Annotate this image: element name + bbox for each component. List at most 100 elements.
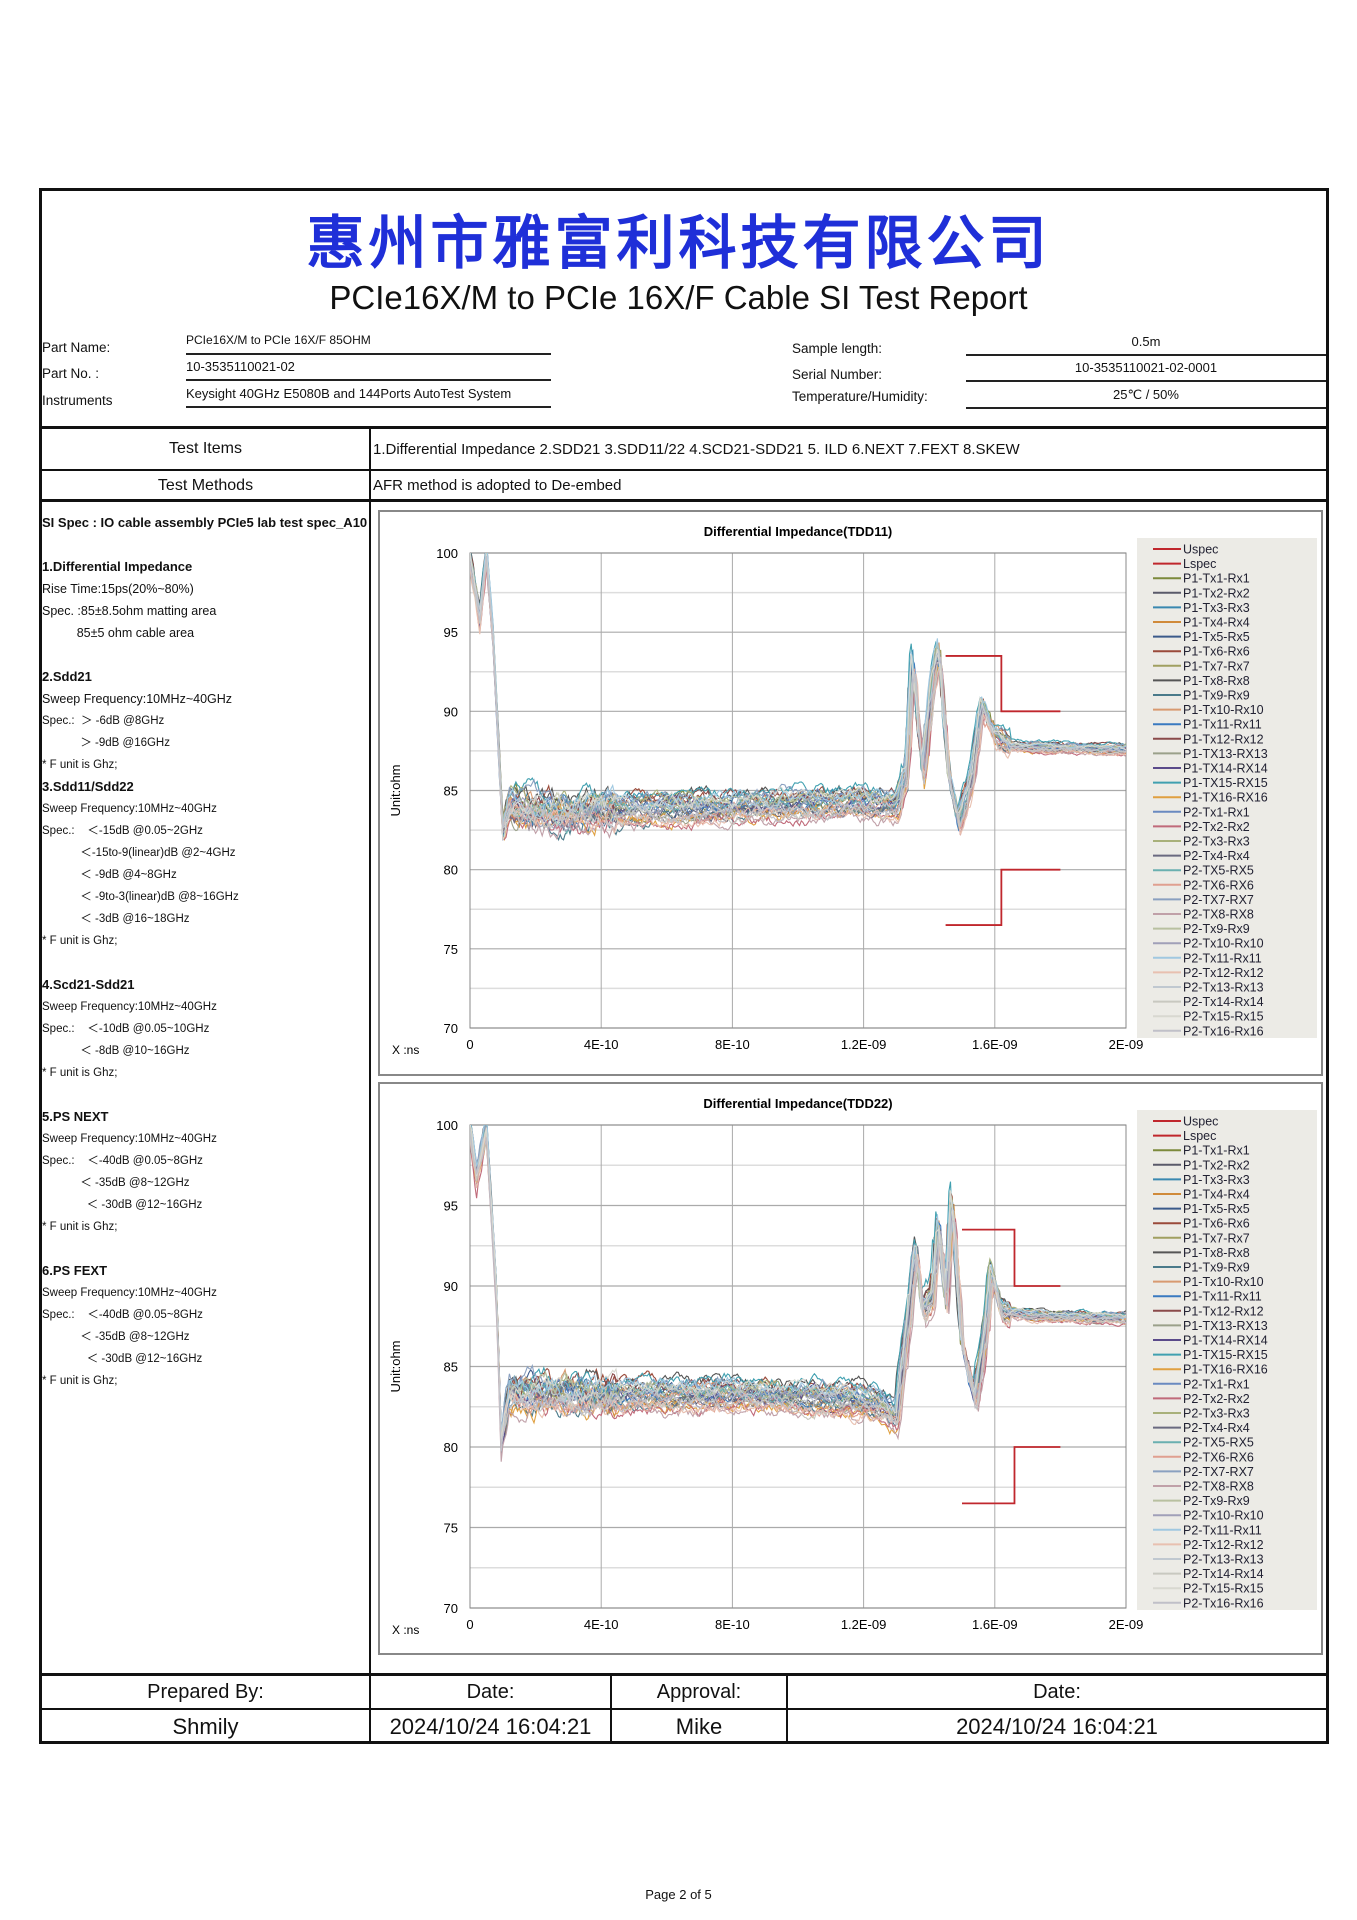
series-group (470, 1125, 1126, 1462)
legend-item: P1-Tx12-Rx12 (1183, 732, 1264, 746)
y-tick-label: 75 (444, 1521, 458, 1536)
legend-item: P1-Tx3-Rx3 (1183, 1173, 1250, 1187)
spec-line (42, 534, 367, 556)
chart-title: Differential Impedance(TDD22) (703, 1096, 892, 1111)
legend-item: P1-TX16-RX16 (1183, 1363, 1268, 1377)
legend-item: P2-Tx3-Rx3 (1183, 1407, 1250, 1421)
spec-line: 2.Sdd21 (42, 669, 92, 684)
spec-line: * F unit is Ghz; (42, 759, 118, 771)
legend-item: P2-TX8-RX8 (1183, 908, 1254, 922)
prepared-date: 2024/10/24 16:04:21 (389, 1714, 592, 1739)
prepared-by-label: Prepared By: (147, 1680, 264, 1703)
legend-item: Uspec (1183, 543, 1218, 557)
spec-line: ＜ -9to-3(linear)dB @8~16GHz (42, 891, 239, 903)
spec-line (42, 644, 367, 666)
legend-item: P1-Tx11-Rx11 (1183, 1290, 1262, 1304)
spec-line: ＜ -9dB @4~8GHz (42, 869, 177, 881)
spec-line: Rise Time:15ps(20%~80%) (42, 582, 194, 596)
legend-item: P2-Tx9-Rx9 (1183, 922, 1250, 936)
legend-item: P1-TX14-RX14 (1183, 1334, 1268, 1348)
y-tick-label: 95 (444, 1199, 458, 1214)
instruments-value: Keysight 40GHz E5080B and 144Ports AutoT… (186, 386, 551, 408)
chart-tdd11: Differential Impedance(TDD11) 0 4E-10 8E-10… (378, 510, 1323, 1076)
legend-item: P1-TX15-RX15 (1183, 776, 1268, 790)
divider (39, 1673, 1329, 1676)
spec-line: Spec. :85±8.5ohm matting area (42, 604, 217, 618)
legend-item: P2-Tx10-Rx10 (1183, 937, 1264, 951)
plot-area (469, 1124, 1127, 1609)
y-tick-label: 90 (444, 704, 458, 719)
legend-item: P2-Tx15-Rx15 (1183, 1010, 1264, 1024)
spec-line: 3.Sdd11/Sdd22 (42, 779, 134, 794)
legend-item: P1-TX14-RX14 (1183, 762, 1268, 776)
legend-item: P1-Tx8-Rx8 (1183, 1246, 1250, 1260)
legend-item: P1-Tx3-Rx3 (1183, 601, 1250, 615)
x-axis-label: X :ns (392, 1043, 419, 1057)
legend-item: P2-Tx12-Rx12 (1183, 966, 1264, 980)
part-name-value: PCIe16X/M to PCIe 16X/F 85OHM (186, 333, 551, 355)
divider (39, 499, 1329, 502)
legend-item: P1-Tx6-Rx6 (1183, 1217, 1250, 1231)
series-line-p1-tx11-rx11 (470, 1130, 1126, 1446)
test-methods-label: Test Methods (157, 476, 254, 494)
legend-item: P2-Tx14-Rx14 (1183, 995, 1264, 1009)
legend-item: P2-TX5-RX5 (1183, 864, 1254, 878)
legend-item: P1-TX16-RX16 (1183, 791, 1268, 805)
column-divider (369, 426, 371, 1744)
x-tick-label: 2E-09 (1109, 1617, 1144, 1632)
chart-title: Differential Impedance(TDD11) (704, 524, 893, 539)
legend-item: P1-Tx9-Rx9 (1183, 689, 1250, 703)
legend-item: P2-Tx12-Rx12 (1183, 1538, 1264, 1552)
legend-item: Uspec (1183, 1115, 1218, 1129)
spec-line (42, 1084, 367, 1106)
x-tick-label: 4E-10 (584, 1037, 619, 1052)
y-tick-label: 100 (436, 546, 458, 561)
divider (39, 1708, 1329, 1710)
spec-line: 85±5 ohm cable area (42, 626, 195, 640)
y-tick-label: 85 (444, 784, 458, 799)
serial-value: 10-3535110021-02-0001 (966, 360, 1326, 382)
spec-line: Sweep Frequency:10MHz~40GHz (42, 1287, 217, 1299)
spec-line: Spec.: ＜-40dB @0.05~8GHz (42, 1155, 203, 1167)
legend-item: P1-TX15-RX15 (1183, 1348, 1268, 1362)
y-tick-label: 85 (444, 1360, 458, 1375)
spec-line: Sweep Frequency:10MHz~40GHz (42, 803, 217, 815)
series-group (470, 553, 1126, 842)
x-tick-label: 8E-10 (715, 1617, 750, 1632)
x-axis-label: X :ns (392, 1623, 419, 1637)
series-line-p1-tx8-rx8 (470, 1125, 1126, 1432)
x-tick-label: 1.6E-09 (972, 1037, 1018, 1052)
x-tick-label: 4E-10 (584, 1617, 619, 1632)
spec-line: 5.PS NEXT (42, 1109, 109, 1124)
series-line-p2-tx13-rx13 (470, 555, 1126, 829)
spec-line: Sweep Frequency:10MHz~40GHz (42, 1001, 217, 1013)
spec-line: Sweep Frequency:10MHz~40GHz (42, 1133, 217, 1145)
temp-value: 25℃ / 50% (966, 387, 1326, 409)
spec-line (42, 1238, 367, 1260)
spec-line: * F unit is Ghz; (42, 1221, 118, 1233)
legend-item: P2-Tx4-Rx4 (1183, 849, 1250, 863)
divider (39, 426, 1329, 429)
series-line-p2-tx13-rx13 (470, 1129, 1126, 1447)
date-label: Date: (466, 1680, 515, 1703)
series-line-p1-tx1-rx1 (470, 553, 1126, 824)
chart-tdd22: Differential Impedance(TDD22) 0 4E-10 8E-10… (378, 1082, 1323, 1655)
plot-area (469, 552, 1127, 1029)
uspec-line (945, 655, 1061, 713)
spec-line: * F unit is Ghz; (42, 1375, 118, 1387)
prepared-by-value: Shmily (172, 1714, 239, 1739)
spec-line: 1.Differential Impedance (42, 559, 193, 574)
spec-line: ＜ -35dB @8~12GHz (42, 1331, 190, 1343)
spec-line: ＜-15to-9(linear)dB @2~4GHz (42, 847, 236, 859)
y-tick-label: 70 (444, 1601, 458, 1616)
series-line-p2-tx8-rx8 (470, 1139, 1126, 1462)
company-name: 惠州市雅富利科技有限公司 (306, 209, 1051, 277)
y-axis-label: Unit:ohm (388, 1340, 403, 1392)
part-no-value: 10-3535110021-02 (186, 359, 551, 381)
y-tick-label: 95 (444, 625, 458, 640)
part-name-label: Part Name: (42, 340, 111, 355)
lspec-line (945, 868, 1061, 926)
part-no-label: Part No. : (42, 366, 100, 381)
legend-item: P2-Tx11-Rx11 (1183, 951, 1262, 965)
series-line-p1-tx14-rx14 (470, 557, 1126, 828)
